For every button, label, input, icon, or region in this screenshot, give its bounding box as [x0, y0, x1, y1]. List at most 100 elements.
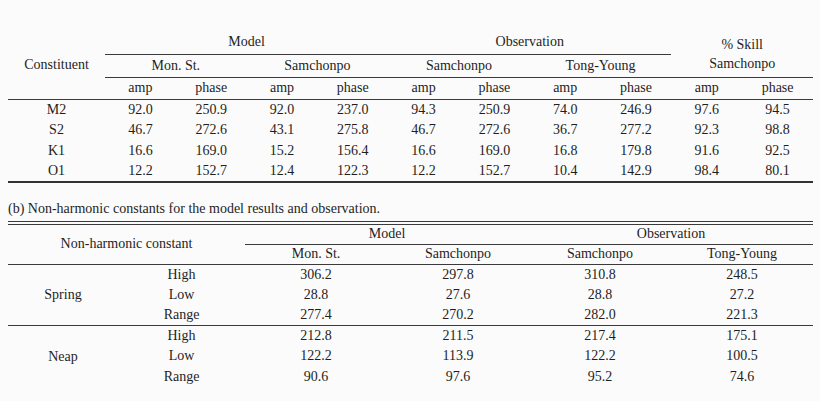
- amp-header: amp: [671, 77, 742, 99]
- value-cell: 16.8: [530, 140, 601, 161]
- constituent-cell: K1: [8, 140, 105, 161]
- model-group-header-b: Model: [245, 223, 529, 244]
- value-cell: 179.8: [601, 140, 672, 161]
- non-harmonic-constants-table: Non-harmonic constant Model Observation …: [8, 221, 813, 387]
- harmonic-constants-table: Constituent Model Observation % Skill Sa…: [8, 31, 813, 183]
- phase-header: phase: [742, 77, 813, 99]
- value-cell: 43.1: [247, 120, 318, 141]
- station-header-mon-st: Mon. St.: [105, 54, 247, 77]
- constituent-row: M292.0250.992.0237.094.3250.974.0246.997…: [8, 99, 813, 120]
- value-cell: 310.8: [529, 264, 671, 285]
- station-header-b-mon-st: Mon. St.: [245, 244, 387, 264]
- amp-header: amp: [530, 77, 601, 99]
- station-header-b-samchonpo-model: Samchonpo: [387, 244, 529, 264]
- value-cell: 272.6: [176, 120, 247, 141]
- value-cell: 270.2: [387, 305, 529, 326]
- value-cell: 92.3: [671, 120, 742, 141]
- value-cell: 12.2: [105, 161, 176, 182]
- value-cell: 92.5: [742, 140, 813, 161]
- tide-type-cell: High: [118, 326, 245, 347]
- value-cell: 98.4: [671, 161, 742, 182]
- value-cell: 12.4: [247, 161, 318, 182]
- value-cell: 272.6: [459, 120, 530, 141]
- skill-group-header: % Skill Samchonpo: [671, 31, 813, 77]
- tide-type-cell: Low: [118, 346, 245, 367]
- value-cell: 211.5: [387, 326, 529, 347]
- phase-header: phase: [176, 77, 247, 99]
- amp-header: amp: [105, 77, 176, 99]
- value-cell: 98.8: [742, 120, 813, 141]
- tide-row: NeapHigh212.8211.5217.4175.1: [8, 326, 813, 347]
- value-cell: 91.6: [671, 140, 742, 161]
- value-cell: 100.5: [671, 346, 813, 367]
- value-cell: 221.3: [671, 305, 813, 326]
- value-cell: 97.6: [387, 367, 529, 388]
- amp-header: amp: [388, 77, 459, 99]
- value-cell: 15.2: [247, 140, 318, 161]
- constituent-cell: S2: [8, 120, 105, 141]
- value-cell: 250.9: [459, 99, 530, 120]
- station-header-b-samchonpo-obs: Samchonpo: [529, 244, 671, 264]
- tide-row: Range277.4270.2282.0221.3: [8, 305, 813, 326]
- value-cell: 169.0: [459, 140, 530, 161]
- value-cell: 12.2: [388, 161, 459, 182]
- value-cell: 156.4: [317, 140, 388, 161]
- amp-phase-header-row: ampphaseampphaseampphaseampphaseampphase: [8, 77, 813, 99]
- tide-type-cell: Range: [118, 367, 245, 388]
- value-cell: 217.4: [529, 326, 671, 347]
- skill-header-line1: % Skill: [721, 37, 763, 52]
- value-cell: 212.8: [245, 326, 387, 347]
- value-cell: 92.0: [247, 99, 318, 120]
- tide-type-cell: Low: [118, 285, 245, 306]
- phase-header: phase: [459, 77, 530, 99]
- value-cell: 94.5: [742, 99, 813, 120]
- value-cell: 10.4: [530, 161, 601, 182]
- value-cell: 16.6: [105, 140, 176, 161]
- observation-group-header-b: Observation: [529, 223, 813, 244]
- group-header-row-b: Non-harmonic constant Model Observation: [8, 223, 813, 244]
- value-cell: 92.0: [105, 99, 176, 120]
- value-cell: 237.0: [317, 99, 388, 120]
- value-cell: 16.6: [388, 140, 459, 161]
- value-cell: 250.9: [176, 99, 247, 120]
- row-group-label: Spring: [8, 264, 118, 326]
- phase-header: phase: [601, 77, 672, 99]
- value-cell: 306.2: [245, 264, 387, 285]
- value-cell: 246.9: [601, 99, 672, 120]
- phase-header: phase: [317, 77, 388, 99]
- value-cell: 74.6: [671, 367, 813, 388]
- station-header-b-tong-young: Tong-Young: [671, 244, 813, 264]
- value-cell: 248.5: [671, 264, 813, 285]
- tide-row: Low28.827.628.827.2: [8, 285, 813, 306]
- tide-type-cell: High: [118, 264, 245, 285]
- value-cell: 142.9: [601, 161, 672, 182]
- value-cell: 46.7: [105, 120, 176, 141]
- value-cell: 94.3: [388, 99, 459, 120]
- constituent-row: K116.6169.015.2156.416.6169.016.8179.891…: [8, 140, 813, 161]
- row-group-label: Neap: [8, 326, 118, 388]
- value-cell: 28.8: [529, 285, 671, 306]
- constituent-cell: O1: [8, 161, 105, 182]
- value-cell: 97.6: [671, 99, 742, 120]
- constituent-column-header: Constituent: [8, 31, 105, 99]
- value-cell: 27.6: [387, 285, 529, 306]
- value-cell: 122.3: [317, 161, 388, 182]
- caption-b: (b) Non-harmonic constants for the model…: [8, 201, 380, 217]
- tide-type-cell: Range: [118, 305, 245, 326]
- tide-row: Low122.2113.9122.2100.5: [8, 346, 813, 367]
- station-header-samchonpo-model: Samchonpo: [247, 54, 389, 77]
- model-group-header: Model: [105, 31, 388, 54]
- station-header-tong-young: Tong-Young: [530, 54, 672, 77]
- value-cell: 122.2: [245, 346, 387, 367]
- station-header-samchonpo-obs: Samchonpo: [388, 54, 530, 77]
- constituent-cell: M2: [8, 99, 105, 120]
- value-cell: 277.2: [601, 120, 672, 141]
- amp-header: amp: [247, 77, 318, 99]
- constituent-row: O112.2152.712.4122.312.2152.710.4142.998…: [8, 161, 813, 182]
- value-cell: 46.7: [388, 120, 459, 141]
- value-cell: 275.8: [317, 120, 388, 141]
- non-harmonic-constant-header: Non-harmonic constant: [8, 223, 245, 264]
- value-cell: 27.2: [671, 285, 813, 306]
- value-cell: 175.1: [671, 326, 813, 347]
- skill-header-line2: Samchonpo: [709, 56, 775, 71]
